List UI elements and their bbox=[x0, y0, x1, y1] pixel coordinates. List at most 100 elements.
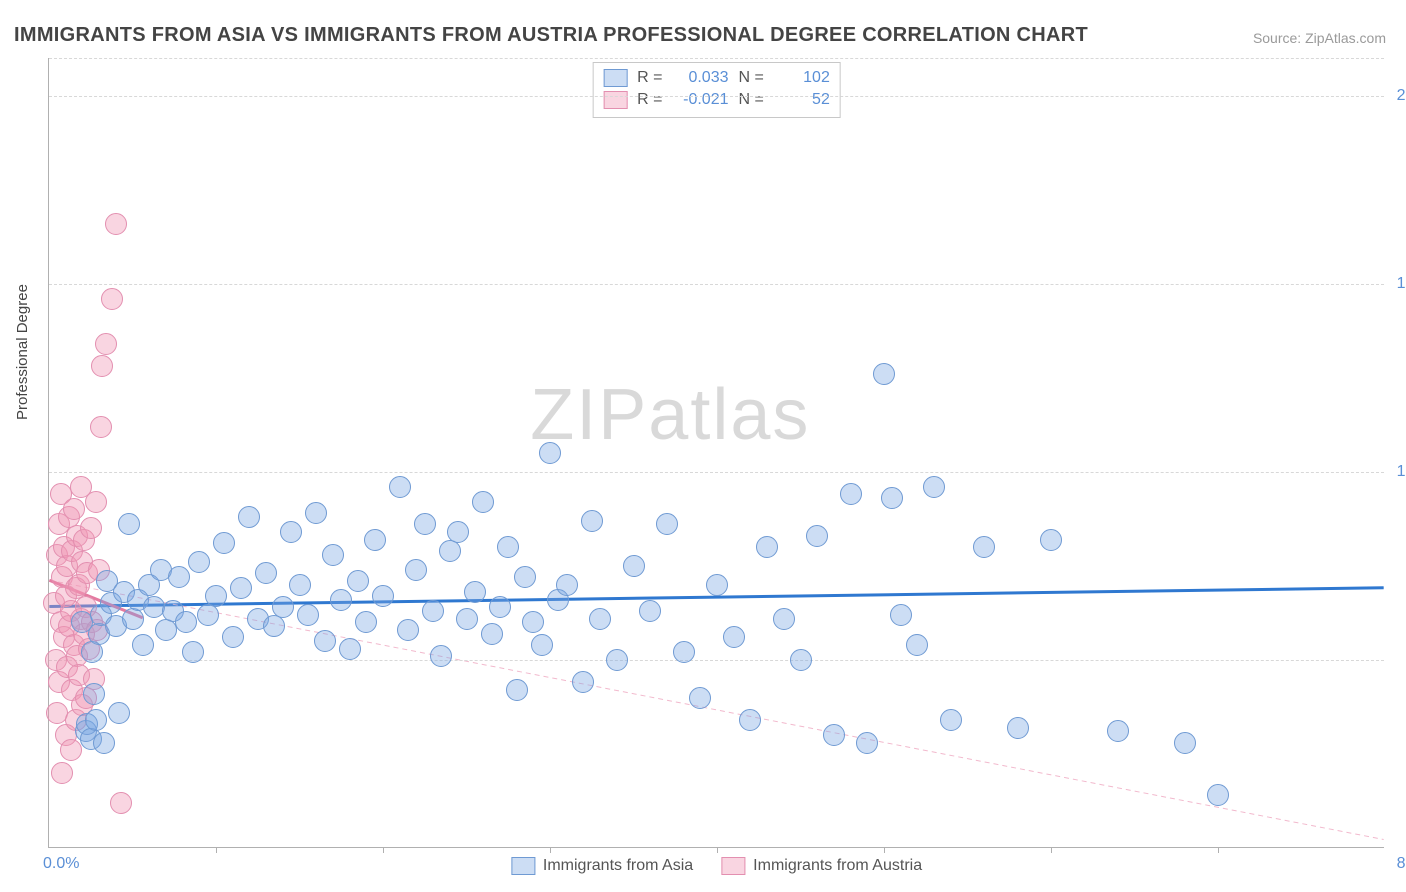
stats-row-asia: R = 0.033 N = 102 bbox=[603, 67, 830, 89]
x-tick bbox=[216, 847, 217, 853]
series-legend: Immigrants from Asia Immigrants from Aus… bbox=[511, 857, 922, 875]
n-label: N = bbox=[739, 67, 764, 89]
data-point-asia bbox=[389, 476, 411, 498]
data-point-asia bbox=[364, 529, 386, 551]
data-point-asia bbox=[322, 544, 344, 566]
x-tick bbox=[717, 847, 718, 853]
data-point-asia bbox=[456, 608, 478, 630]
x-tick bbox=[383, 847, 384, 853]
data-point-asia bbox=[506, 679, 528, 701]
n-value-asia: 102 bbox=[774, 67, 830, 89]
data-point-asia bbox=[222, 626, 244, 648]
data-point-asia bbox=[589, 608, 611, 630]
trend-overlay bbox=[49, 58, 1384, 847]
data-point-asia bbox=[108, 702, 130, 724]
data-point-asia bbox=[1107, 720, 1129, 742]
data-point-asia bbox=[1040, 529, 1062, 551]
data-point-asia bbox=[514, 566, 536, 588]
data-point-asia bbox=[581, 510, 603, 532]
data-point-austria bbox=[110, 792, 132, 814]
plot-area: ZIPatlas R = 0.033 N = 102 R = -0.021 N … bbox=[48, 58, 1384, 848]
data-point-asia bbox=[689, 687, 711, 709]
source-attribution: Source: ZipAtlas.com bbox=[1253, 30, 1386, 46]
chart-title: IMMIGRANTS FROM ASIA VS IMMIGRANTS FROM … bbox=[14, 24, 1088, 47]
data-point-asia bbox=[272, 596, 294, 618]
data-point-asia bbox=[606, 649, 628, 671]
data-point-asia bbox=[973, 536, 995, 558]
data-point-asia bbox=[405, 559, 427, 581]
data-point-asia bbox=[481, 623, 503, 645]
n-value-austria: 52 bbox=[774, 89, 830, 111]
r-value-austria: -0.021 bbox=[673, 89, 729, 111]
data-point-asia bbox=[1207, 784, 1229, 806]
x-tick bbox=[550, 847, 551, 853]
data-point-austria bbox=[85, 491, 107, 513]
data-point-asia bbox=[132, 634, 154, 656]
data-point-asia bbox=[656, 513, 678, 535]
data-point-asia bbox=[155, 619, 177, 641]
data-point-asia bbox=[840, 483, 862, 505]
data-point-asia bbox=[93, 732, 115, 754]
legend-item-austria: Immigrants from Austria bbox=[721, 857, 922, 875]
data-point-asia bbox=[430, 645, 452, 667]
swatch-asia bbox=[511, 857, 535, 875]
swatch-asia bbox=[603, 69, 627, 87]
data-point-asia bbox=[85, 709, 107, 731]
data-point-asia bbox=[739, 709, 761, 731]
x-axis-min-label: 0.0% bbox=[43, 855, 79, 873]
data-point-asia bbox=[497, 536, 519, 558]
r-value-asia: 0.033 bbox=[673, 67, 729, 89]
data-point-asia bbox=[397, 619, 419, 641]
data-point-asia bbox=[414, 513, 436, 535]
data-point-asia bbox=[572, 671, 594, 693]
data-point-asia bbox=[823, 724, 845, 746]
data-point-austria bbox=[60, 739, 82, 761]
data-point-asia bbox=[297, 604, 319, 626]
data-point-asia bbox=[314, 630, 336, 652]
gridline bbox=[49, 96, 1384, 97]
y-axis-label: Professional Degree bbox=[14, 284, 31, 420]
data-point-asia bbox=[81, 641, 103, 663]
gridline bbox=[49, 472, 1384, 473]
n-label: N = bbox=[739, 89, 764, 111]
data-point-austria bbox=[63, 498, 85, 520]
data-point-asia bbox=[255, 562, 277, 584]
watermark-text: ZIPatlas bbox=[530, 374, 810, 456]
data-point-asia bbox=[1174, 732, 1196, 754]
data-point-asia bbox=[464, 581, 486, 603]
data-point-asia bbox=[205, 585, 227, 607]
data-point-asia bbox=[856, 732, 878, 754]
data-point-asia bbox=[773, 608, 795, 630]
data-point-asia bbox=[806, 525, 828, 547]
data-point-asia bbox=[873, 363, 895, 385]
data-point-asia bbox=[439, 540, 461, 562]
data-point-asia bbox=[230, 577, 252, 599]
data-point-asia bbox=[881, 487, 903, 509]
data-point-asia bbox=[706, 574, 728, 596]
data-point-asia bbox=[289, 574, 311, 596]
gridline bbox=[49, 58, 1384, 59]
data-point-asia bbox=[522, 611, 544, 633]
data-point-asia bbox=[673, 641, 695, 663]
data-point-asia bbox=[539, 442, 561, 464]
y-tick-label: 15.0% bbox=[1397, 275, 1406, 293]
stats-row-austria: R = -0.021 N = 52 bbox=[603, 89, 830, 111]
legend-label-asia: Immigrants from Asia bbox=[543, 857, 693, 875]
data-point-asia bbox=[263, 615, 285, 637]
data-point-asia bbox=[213, 532, 235, 554]
data-point-asia bbox=[118, 513, 140, 535]
data-point-asia bbox=[182, 641, 204, 663]
data-point-asia bbox=[339, 638, 361, 660]
data-point-asia bbox=[122, 608, 144, 630]
r-label: R = bbox=[637, 67, 662, 89]
data-point-austria bbox=[80, 517, 102, 539]
data-point-asia bbox=[890, 604, 912, 626]
data-point-asia bbox=[330, 589, 352, 611]
data-point-asia bbox=[639, 600, 661, 622]
data-point-asia bbox=[940, 709, 962, 731]
swatch-austria bbox=[721, 857, 745, 875]
data-point-asia bbox=[372, 585, 394, 607]
data-point-austria bbox=[51, 762, 73, 784]
data-point-asia bbox=[556, 574, 578, 596]
x-tick bbox=[1218, 847, 1219, 853]
